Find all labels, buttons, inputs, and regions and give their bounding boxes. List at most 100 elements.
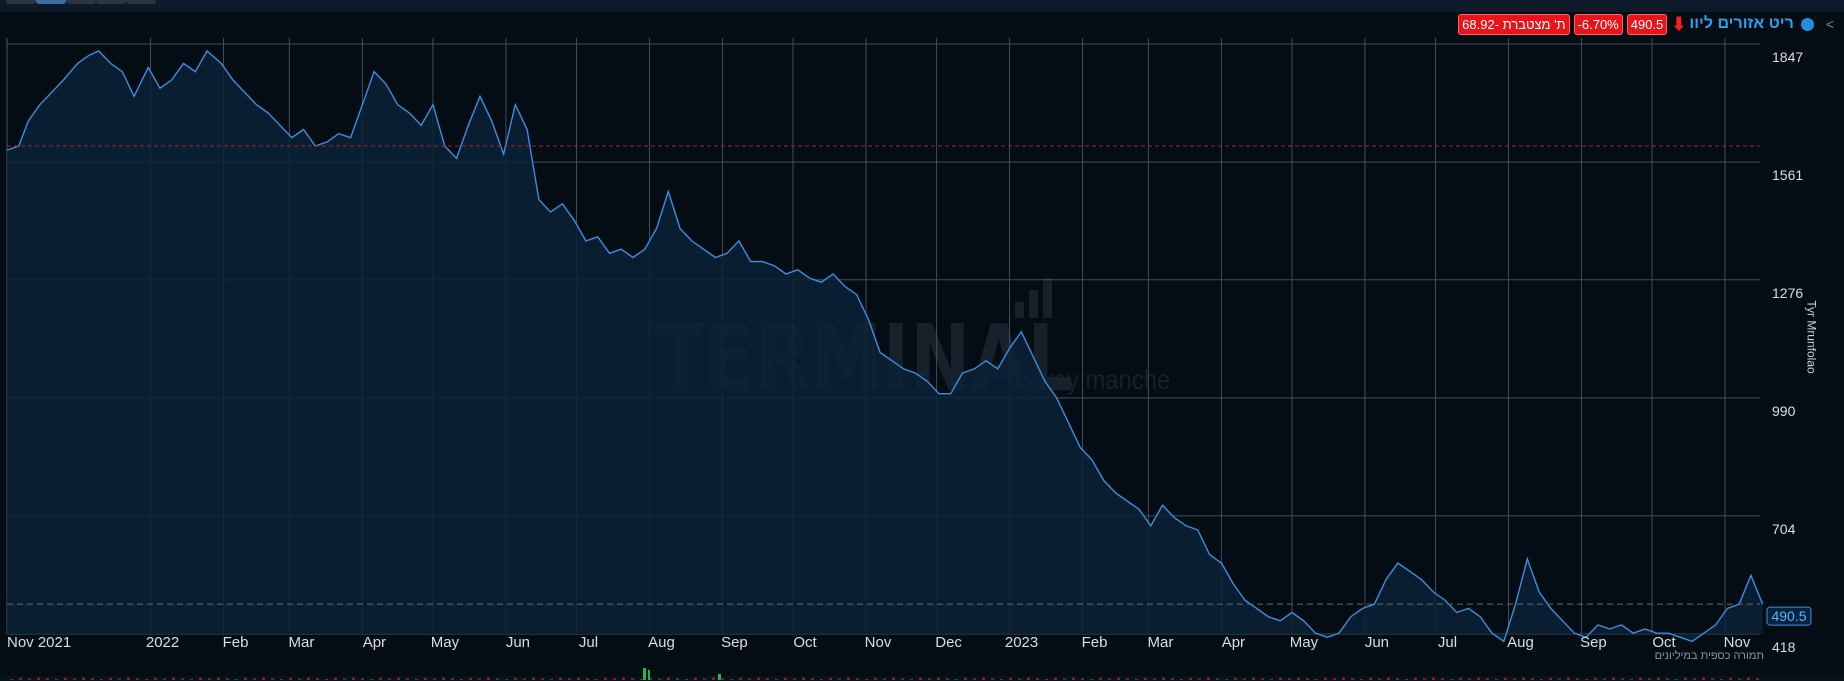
volume-bar [1738,678,1741,680]
volume-bar [172,677,175,680]
volume-bar [721,678,724,680]
volume-bar [748,678,751,680]
x-tick-label: 2023 [1005,634,1038,651]
volume-bar [217,677,220,680]
volume-bar [757,677,760,680]
volume-bar [1036,678,1039,680]
x-tick-label: Jun [1365,634,1389,651]
volume-bar [739,677,742,680]
volume-bar [361,678,364,680]
volume-bar [1549,677,1552,680]
top-toolbar [0,0,1844,12]
volume-bar [316,678,319,680]
volume-bar [253,678,256,680]
volume-bar [1117,677,1120,680]
volume-bar [559,677,562,680]
y-tick-label: 1561 [1772,167,1803,183]
toolbar-tab[interactable] [6,0,36,4]
volume-bar [631,678,634,680]
volume-bar [1414,677,1417,680]
volume-bar [973,678,976,680]
volume-bar [892,677,895,680]
volume-bar [1684,677,1687,680]
volume-bar [955,679,958,680]
volume-bar [811,678,814,680]
stock-name[interactable]: ריט אזורים ליוו [1689,15,1794,32]
y-tick-label: 990 [1772,403,1796,419]
volume-bar [1198,678,1201,680]
toolbar-tab[interactable] [66,0,96,4]
volume-bar [10,679,13,680]
volume-bar [541,678,544,680]
volume-bar [604,677,607,680]
volume-bar [643,668,646,680]
volume-bar [718,674,721,680]
x-tick-label: Jul [1438,634,1457,651]
volume-bar [514,677,517,680]
x-tick-label: Apr [363,634,386,651]
volume-bar [928,678,931,680]
volume-bar [1360,679,1363,680]
volume-bar [883,678,886,680]
volume-bar [1189,677,1192,680]
volume-bar [1612,677,1615,680]
volume-bar [199,677,202,680]
volume-bar [1351,678,1354,680]
volume-bar [1396,678,1399,680]
volume-bar [775,679,778,680]
x-tick-label: Jul [579,634,598,651]
volume-bar [487,677,490,680]
volume-bar [676,678,679,680]
x-tick-label: Sep [721,634,748,651]
volume-bar [1243,678,1246,680]
volume-bar [1567,677,1570,680]
volume-bar [226,678,229,680]
volume-bar [550,679,553,680]
volume-bar [1171,678,1174,680]
volume-bar [982,677,985,680]
toolbar-tab-active[interactable] [36,0,66,4]
volume-bar [685,679,688,680]
volume-bar [1342,677,1345,680]
volume-bar [1423,678,1426,680]
x-tick-label: Feb [223,634,249,651]
volume-bar [1315,679,1318,680]
x-tick-label: Mar [288,634,314,651]
volume-bar [325,679,328,680]
x-tick-label: 2022 [146,634,179,651]
volume-bar [307,677,310,680]
x-tick-label: Aug [1507,634,1534,651]
volume-bar [1585,679,1588,680]
volume-bar [46,678,49,680]
x-tick-label: Mar [1147,634,1173,651]
volume-bar [343,678,346,680]
volume-bar [82,677,85,680]
volume-bar [1594,677,1597,680]
volume-bar [1297,677,1300,680]
volume-bar [397,677,400,680]
x-tick-label: May [431,634,460,651]
volume-bar [703,678,706,680]
volume-bar [1063,678,1066,680]
volume-bar [1468,678,1471,680]
volume-bar [793,678,796,680]
x-tick-label: Oct [1652,634,1676,651]
change-pct-badge: -6.70% [1573,13,1623,35]
volume-bar [352,677,355,680]
volume-bar [1630,679,1633,680]
volume-bar [496,678,499,680]
volume-bar [1090,679,1093,680]
x-tick-label: Feb [1082,634,1108,651]
volume-bar [451,678,454,680]
volume-bar [937,677,940,680]
volume-bar [595,679,598,680]
volume-bar [1540,679,1543,680]
volume-bar [100,679,103,680]
arrow-down-icon: ⬇ [1671,14,1687,34]
collapse-caret-icon[interactable]: < [1825,16,1834,32]
volume-bar [28,678,31,680]
volume-bar [1603,678,1606,680]
volume-bar [433,678,436,680]
toolbar-tab[interactable] [96,0,126,4]
toolbar-tab[interactable] [126,0,156,4]
